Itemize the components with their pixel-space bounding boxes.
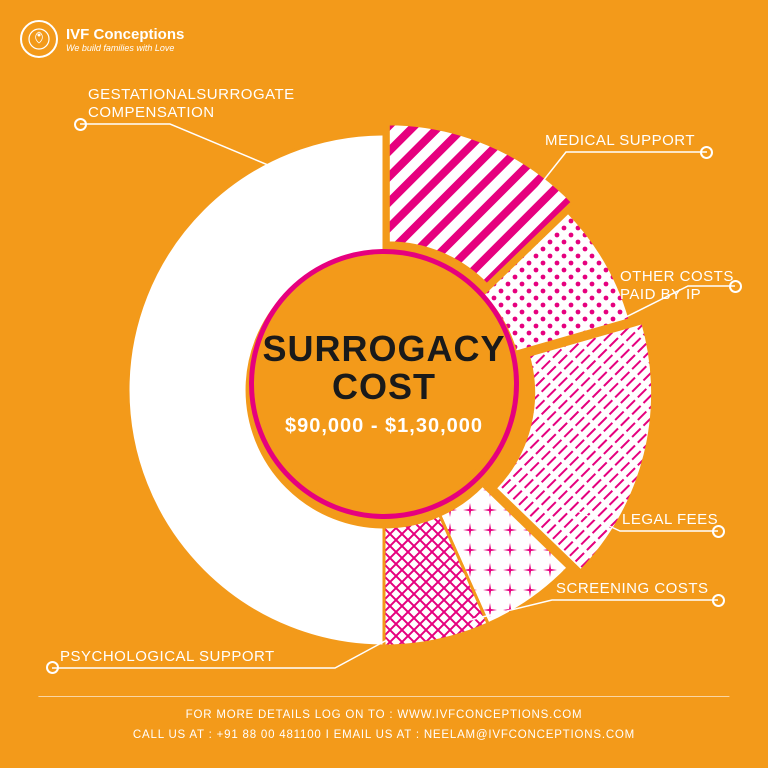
label-othercosts: OTHER COSTSPAID BY IP	[620, 268, 734, 304]
label-dot-gestational	[74, 118, 87, 131]
infographic-canvas: IVF Conceptions We build families with L…	[0, 0, 768, 768]
center-subtitle: $90,000 - $1,30,000	[285, 415, 483, 438]
donut-chart: SURROGACY COST $90,000 - $1,30,000 GESTA…	[0, 0, 768, 768]
label-psych: PSYCHOLOGICAL SUPPORT	[60, 648, 275, 666]
leader-gestational	[80, 124, 280, 170]
label-gestational: GESTATIONALSURROGATECOMPENSATION	[88, 86, 295, 122]
footer-line-2: CALL US AT : +91 88 00 481100 I EMAIL US…	[38, 725, 729, 746]
center-title-2: COST	[332, 368, 436, 406]
label-dot-psych	[46, 661, 59, 674]
label-dot-legal	[712, 525, 725, 538]
footer-line-1: FOR MORE DETAILS LOG ON TO : WWW.IVFCONC…	[38, 705, 729, 726]
label-dot-medical	[700, 146, 713, 159]
footer: FOR MORE DETAILS LOG ON TO : WWW.IVFCONC…	[38, 696, 729, 746]
label-dot-screening	[712, 594, 725, 607]
center-hub: SURROGACY COST $90,000 - $1,30,000	[259, 259, 509, 509]
label-medical: MEDICAL SUPPORT	[545, 132, 695, 150]
center-title-1: SURROGACY	[262, 330, 505, 368]
label-screening: SCREENING COSTS	[556, 580, 709, 598]
label-dot-othercosts	[729, 280, 742, 293]
label-legal: LEGAL FEES	[622, 511, 718, 529]
